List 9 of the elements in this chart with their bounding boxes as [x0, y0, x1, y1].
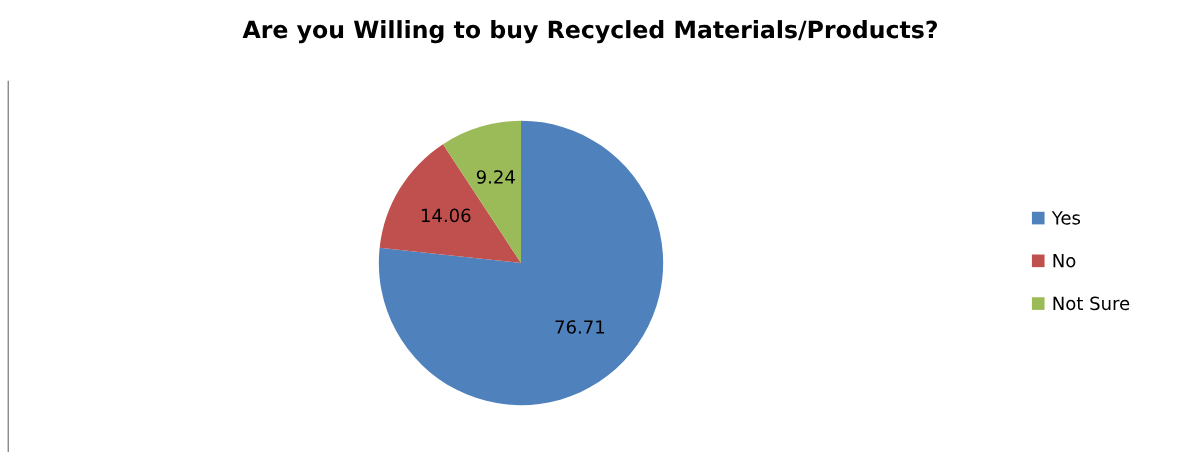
data-label: 14.06: [421, 208, 471, 223]
data-label: 9.24: [476, 170, 515, 184]
pie-slice: [378, 120, 664, 406]
pie-slice: [379, 144, 521, 263]
legend-label: Yes: [1051, 211, 1081, 225]
chart-title: Are you Willing to buy Recycled Materials/Products?: [242, 20, 937, 44]
legend-label: No: [1053, 253, 1076, 268]
legend-label: Not Sure: [1053, 296, 1130, 311]
data-label: 76.71: [555, 320, 605, 334]
